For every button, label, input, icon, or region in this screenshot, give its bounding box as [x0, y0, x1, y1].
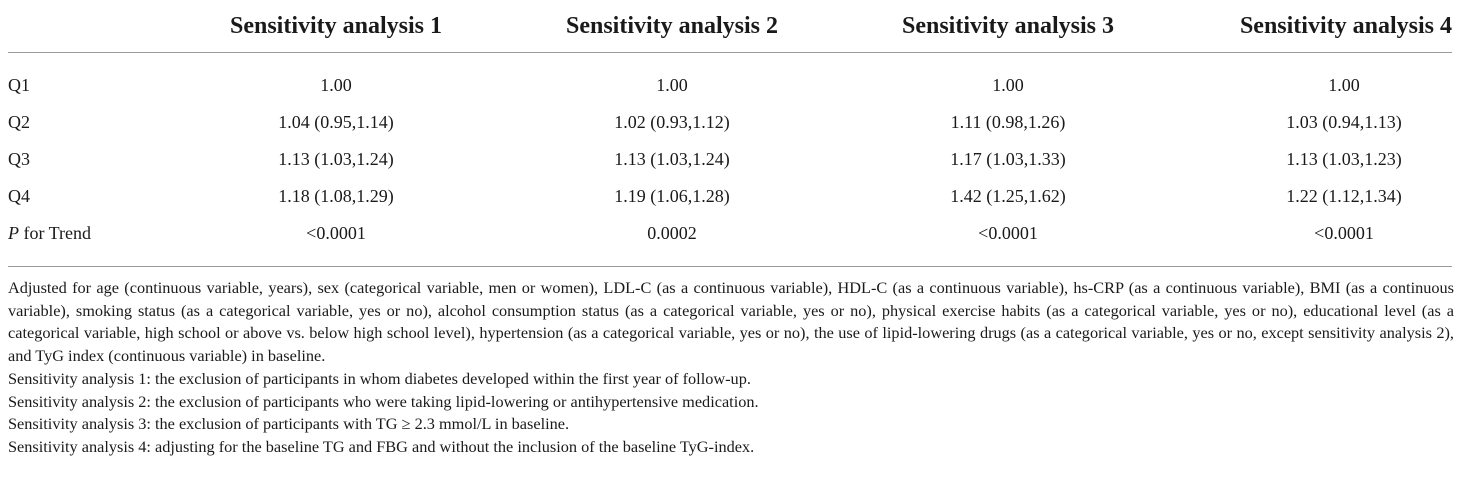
table-cell: <0.0001: [840, 215, 1176, 267]
table-cell: 0.0002: [504, 215, 840, 267]
table-row: P for Trend <0.0001 0.0002 <0.0001 <0.00…: [8, 215, 1452, 267]
table-cell: 1.00: [1328, 75, 1360, 95]
table-cell: 1.00: [992, 75, 1024, 95]
table-cell: 1.42 (1.25,1.62): [950, 186, 1066, 206]
p-trend-suffix: for Trend: [19, 223, 92, 243]
table-row: Q4 1.18 (1.08,1.29) 1.19 (1.06,1.28) 1.4…: [8, 178, 1452, 215]
footnote-sa3: Sensitivity analysis 3: the exclusion of…: [8, 414, 570, 434]
footnote-sa2: Sensitivity analysis 2: the exclusion of…: [8, 391, 759, 411]
row-label: Q1: [8, 75, 30, 95]
table-row: Q1 1.00 1.00 1.00 1.00: [8, 53, 1452, 105]
row-label: Q3: [8, 149, 30, 169]
table-cell: 1.18 (1.08,1.29): [278, 186, 394, 206]
table-cell: 1.04 (0.95,1.14): [278, 112, 394, 132]
table-cell: <0.0001: [168, 215, 504, 267]
table-cell: 1.02 (0.93,1.12): [614, 112, 730, 132]
header-row: Sensitivity analysis 1 Sensitivity analy…: [8, 0, 1452, 53]
column-header-sa1: Sensitivity analysis 1: [168, 0, 504, 53]
results-table: Sensitivity analysis 1 Sensitivity analy…: [8, 0, 1452, 267]
table-footnotes: Adjusted for age (continuous variable, y…: [8, 277, 1454, 459]
table-cell: 1.13 (1.03,1.24): [614, 149, 730, 169]
table-cell: 1.03 (0.94,1.13): [1286, 112, 1402, 132]
table-cell: 1.00: [320, 75, 352, 95]
row-label: Q2: [8, 112, 30, 132]
table-cell: 1.17 (1.03,1.33): [950, 149, 1066, 169]
column-header-sa4: Sensitivity analysis 4: [1176, 0, 1452, 53]
footnote-sa4: Sensitivity analysis 4: adjusting for th…: [8, 436, 755, 456]
column-header-sa2: Sensitivity analysis 2: [504, 0, 840, 53]
row-label: Q4: [8, 186, 30, 206]
column-header-sa3: Sensitivity analysis 3: [840, 0, 1176, 53]
table-cell: 1.11 (0.98,1.26): [950, 112, 1066, 132]
table-cell: 1.19 (1.06,1.28): [614, 186, 730, 206]
table-row: Q2 1.04 (0.95,1.14) 1.02 (0.93,1.12) 1.1…: [8, 104, 1452, 141]
table-cell: 1.22 (1.12,1.34): [1286, 186, 1402, 206]
p-italic: P: [8, 223, 19, 243]
footnote-sa1: Sensitivity analysis 1: the exclusion of…: [8, 368, 751, 388]
table-header: Sensitivity analysis 1 Sensitivity analy…: [8, 0, 1452, 53]
row-label-p-trend: P for Trend: [8, 215, 168, 267]
footnote-adjusted: Adjusted for age (continuous variable, y…: [8, 278, 1454, 366]
table-cell: 1.13 (1.03,1.23): [1286, 149, 1402, 169]
column-header-empty: [8, 0, 168, 53]
table-body: Q1 1.00 1.00 1.00 1.00 Q2 1.04 (0.95,1.1…: [8, 53, 1452, 267]
table-cell: <0.0001: [1176, 215, 1452, 267]
table-cell: 1.00: [656, 75, 688, 95]
table-row: Q3 1.13 (1.03,1.24) 1.13 (1.03,1.24) 1.1…: [8, 141, 1452, 178]
table-cell: 1.13 (1.03,1.24): [278, 149, 394, 169]
